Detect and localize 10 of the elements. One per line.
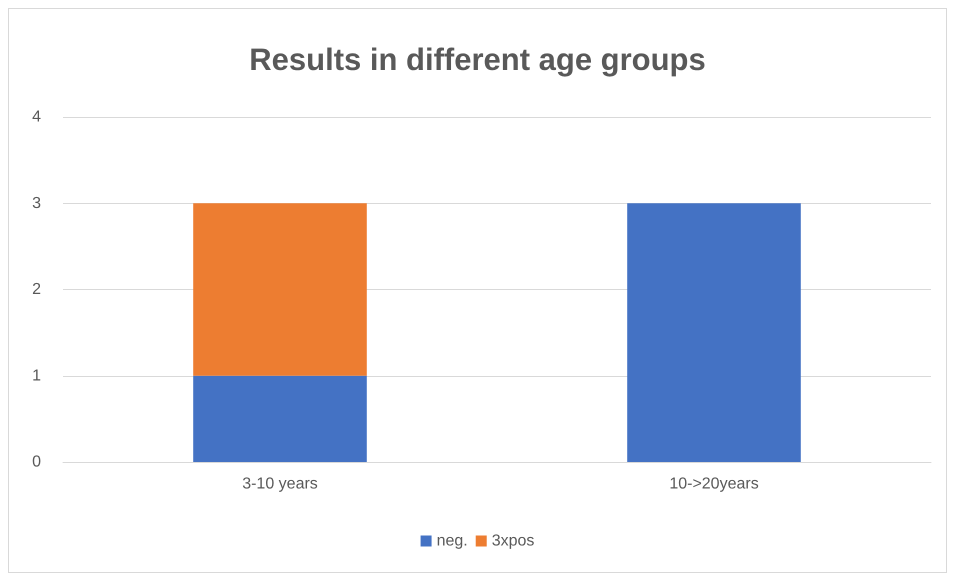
y-tick-label: 2 <box>32 281 42 298</box>
y-tick-label: 3 <box>32 194 42 212</box>
x-tick-label: 10->20years <box>669 476 759 492</box>
y-tick-label: 4 <box>32 108 42 126</box>
legend-label: 3xpos <box>492 532 534 550</box>
y-tick-label: 0 <box>32 454 42 470</box>
legend-label: neg. <box>436 532 468 550</box>
x-tick-label: 3-10 years <box>242 476 318 492</box>
y-tick-label: 1 <box>32 367 42 384</box>
chart-title: Results in different age groups <box>249 42 706 77</box>
